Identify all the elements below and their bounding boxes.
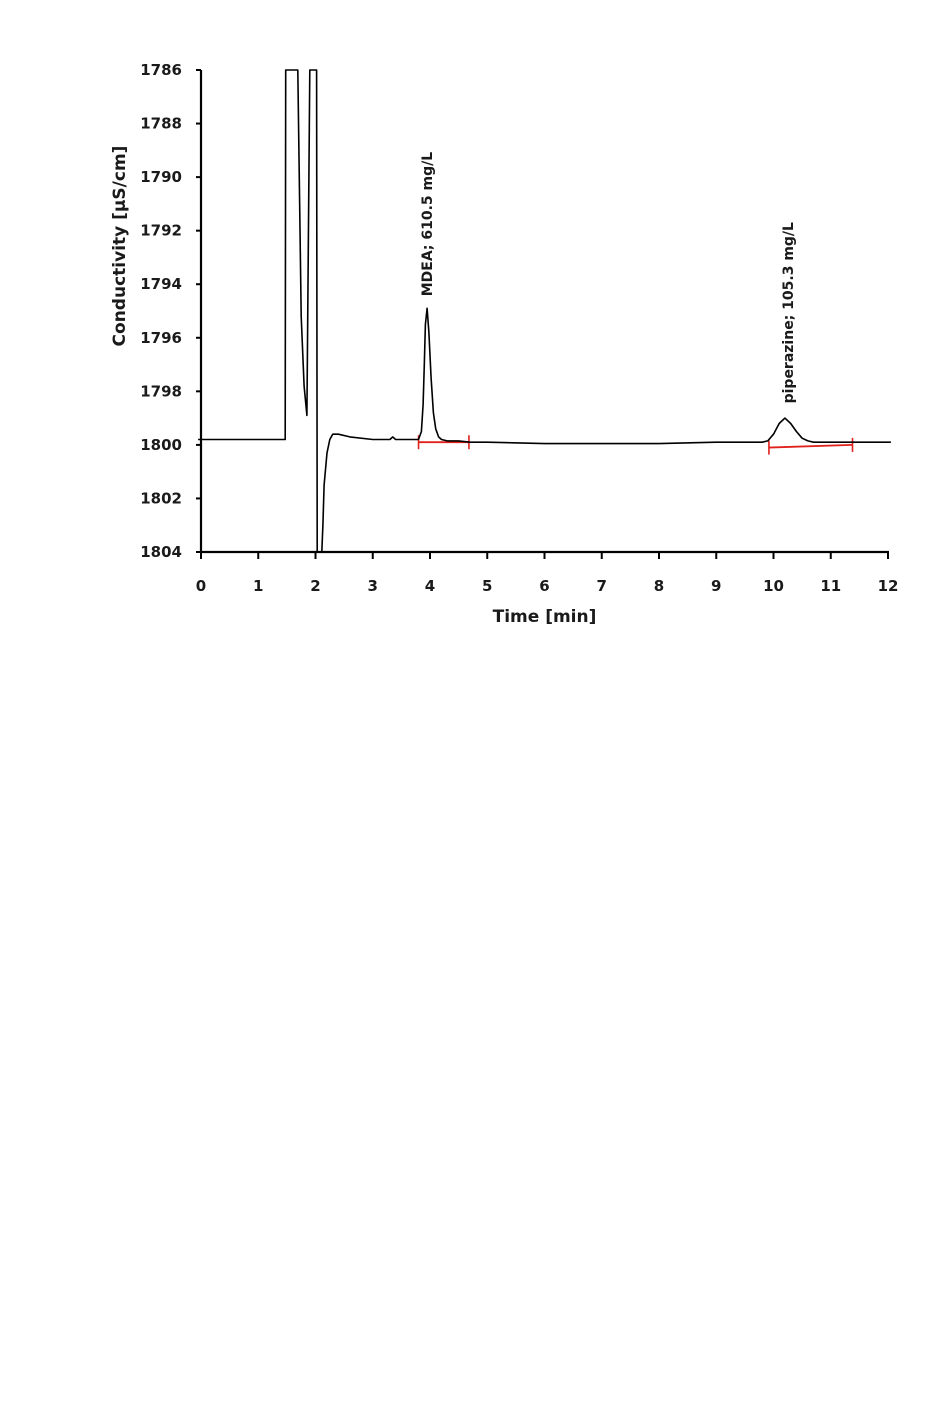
x-tick-label: 6 (539, 577, 549, 595)
x-tick-label: 0 (196, 577, 206, 595)
label-layer: Time [min] Conductivity [µS/cm] MDEA; 61… (110, 146, 797, 627)
y-tick-label: 1802 (140, 489, 182, 507)
x-tick-label: 5 (482, 577, 492, 595)
trace-layer (198, 69, 891, 553)
y-tick-label: 1798 (140, 382, 182, 400)
x-tick-label: 9 (711, 577, 721, 595)
x-tick-label: 10 (763, 577, 784, 595)
x-axis-title: Time [min] (493, 607, 597, 627)
y-tick-label: 1800 (140, 436, 182, 454)
axes-layer: 1786178817901792179417961798180018021804… (140, 61, 898, 595)
x-tick-label: 11 (820, 577, 841, 595)
x-tick-label: 1 (253, 577, 263, 595)
y-tick-label: 1792 (140, 222, 182, 240)
y-tick-label: 1796 (140, 329, 182, 347)
x-tick-label: 12 (878, 577, 899, 595)
peak-baseline (768, 443, 853, 449)
x-tick-label: 3 (368, 577, 378, 595)
y-tick-label: 1786 (140, 61, 182, 79)
y-tick-label: 1788 (140, 115, 182, 133)
chromatogram-chart: 1786 1788 1790 1792 1794 1796 1798 1800 1802 1804… (0, 0, 950, 700)
x-tick-label: 7 (597, 577, 607, 595)
x-tick-label: 4 (425, 577, 435, 595)
y-tick-label: 1790 (140, 168, 182, 186)
x-tick-label: 8 (654, 577, 664, 595)
y-tick-label: 1804 (140, 543, 182, 561)
y-axis-title: Conductivity [µS/cm] (110, 146, 130, 347)
x-tick-label: 2 (310, 577, 320, 595)
peak-baseline-layer (417, 435, 854, 455)
peak-annotation-mdea: MDEA; 610.5 mg/L (420, 152, 436, 297)
chart-svg: 1786178817901792179417961798180018021804… (110, 61, 898, 627)
peak-annotation-piperazine: piperazine; 105.3 mg/L (781, 222, 797, 403)
chromatogram-trace (198, 69, 891, 553)
y-tick-label: 1794 (140, 275, 182, 293)
